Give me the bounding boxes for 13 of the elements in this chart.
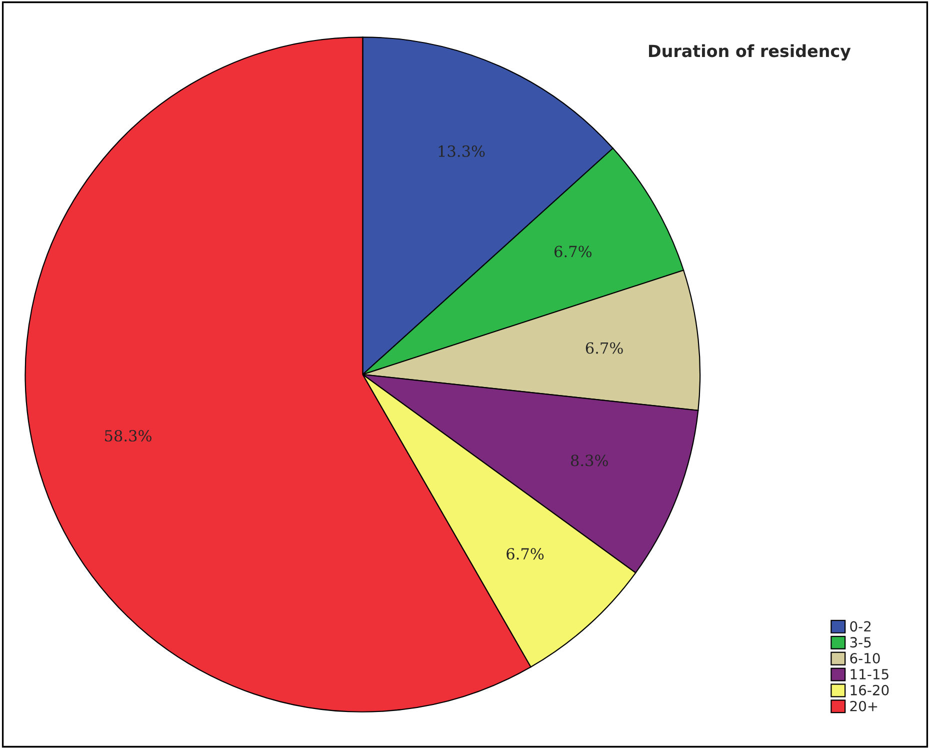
chart-title: Duration of residency [649, 44, 851, 61]
legend-label: 6-10 [850, 653, 880, 664]
data-label: 6.7% [506, 548, 544, 560]
data-label: 8.3% [570, 454, 608, 466]
legend-label: 3-5 [850, 637, 871, 648]
data-label: 13.3% [438, 145, 485, 157]
data-label: 6.7% [586, 342, 623, 354]
legend-label: 11-15 [850, 669, 888, 680]
data-label: 6.7% [554, 246, 592, 258]
legend-label: 0-2 [850, 621, 871, 632]
legend-label: 16-20 [850, 684, 889, 696]
legend-label: 20+ [850, 700, 878, 712]
data-label: 58.3% [105, 430, 152, 442]
